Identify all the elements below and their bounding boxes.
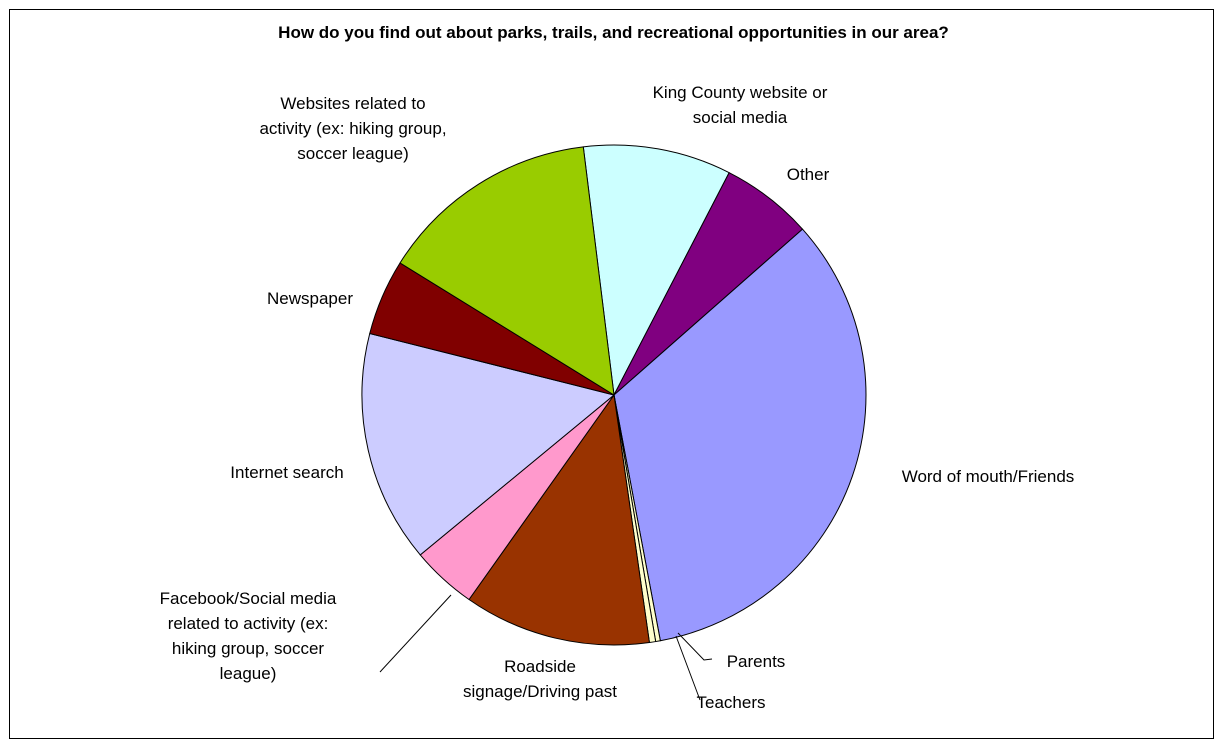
pie-slice [361, 333, 615, 556]
slice-label-line: hiking group, soccer [172, 639, 324, 658]
slice-label-line: Internet search [230, 463, 343, 482]
slice-label-line: Websites related to [280, 94, 425, 113]
chart-title: How do you find out about parks, trails,… [278, 23, 949, 42]
slice-label-line: Newspaper [267, 289, 353, 308]
slice-label-line: Roadside [504, 657, 576, 676]
leader-line [379, 594, 452, 673]
leader-line [675, 635, 701, 701]
slice-label: Facebook/Social media related to activity… [160, 589, 337, 683]
slice-label: King County website or social media [653, 83, 828, 127]
slice-label-line: Word of mouth/Friends [902, 467, 1075, 486]
slice-label-line: Teachers [697, 693, 766, 712]
slice-label: Newspaper [267, 289, 353, 308]
slice-label-line: Facebook/Social media [160, 589, 337, 608]
slice-label-line: Parents [727, 652, 786, 671]
slice-label: Websites related to activity (ex: hiking … [259, 94, 446, 163]
pie-slice [582, 144, 730, 396]
pie-slice [399, 146, 615, 396]
slice-label-line: Other [787, 165, 830, 184]
slice-label-line: activity (ex: hiking group, [259, 119, 446, 138]
pie-slice [468, 394, 650, 646]
slice-label: Parents [727, 652, 786, 671]
slice-label-line: soccer league) [297, 144, 409, 163]
slice-label: Other [787, 165, 830, 184]
slice-label-line: signage/Driving past [463, 682, 617, 701]
leader-line [677, 632, 713, 661]
slice-label: Word of mouth/Friends [902, 467, 1075, 486]
slice-label: Internet search [230, 463, 343, 482]
slice-label-line: related to activity (ex: [168, 614, 329, 633]
slice-label: Teachers [697, 693, 766, 712]
slice-label-line: social media [693, 108, 788, 127]
slice-label-line: King County website or [653, 83, 828, 102]
slice-label-line: league) [220, 664, 277, 683]
pie-slice [613, 228, 867, 642]
slice-label: Roadside signage/Driving past [463, 657, 617, 701]
